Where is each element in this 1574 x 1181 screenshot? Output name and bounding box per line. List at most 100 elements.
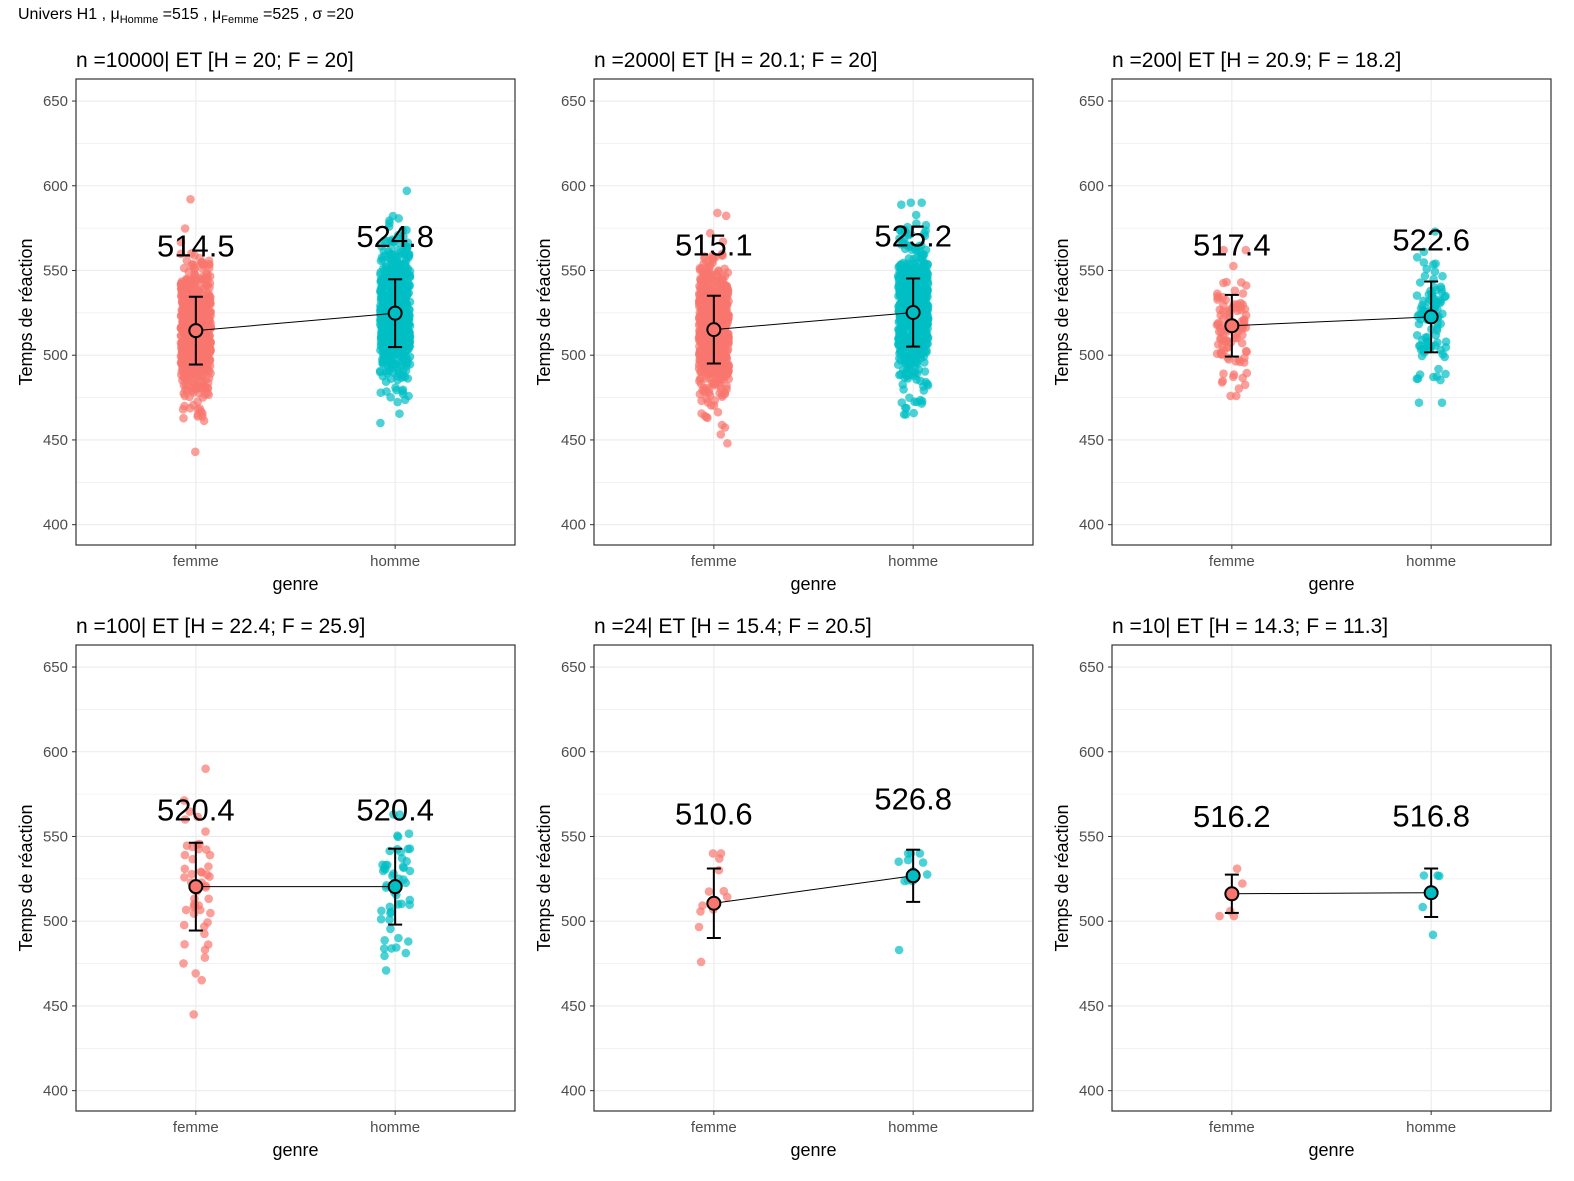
homme-point xyxy=(912,262,921,272)
homme-point xyxy=(386,236,396,246)
femme-point xyxy=(206,299,215,308)
femme-point xyxy=(189,1010,198,1019)
y-tick-label: 400 xyxy=(43,1083,68,1100)
y-axis-title: Temps de réaction xyxy=(16,238,36,385)
homme-point xyxy=(404,829,414,838)
femme-point xyxy=(190,380,199,389)
y-tick-label: 450 xyxy=(1079,998,1104,1015)
y-axis-title: Temps de réaction xyxy=(534,804,554,951)
femme-point xyxy=(180,372,190,382)
mean-point xyxy=(1423,309,1439,325)
femme-point xyxy=(184,267,194,277)
panel-title: n =10000| ET [H = 20; F = 20] xyxy=(76,49,354,72)
homme-point xyxy=(922,311,932,321)
x-axis-title: genre xyxy=(790,574,836,594)
femme-point xyxy=(708,849,718,858)
mu-symbol: μ xyxy=(110,6,120,23)
homme-point xyxy=(381,966,391,975)
femme-point xyxy=(197,257,207,267)
homme-point xyxy=(380,345,390,354)
homme-point xyxy=(896,260,905,270)
homme-point xyxy=(392,943,401,952)
femme-point xyxy=(180,323,190,333)
femme-point xyxy=(201,334,211,344)
x-axis-title: genre xyxy=(1308,1140,1354,1160)
femme-point xyxy=(176,237,186,247)
femme-point xyxy=(713,208,722,218)
homme-point xyxy=(398,288,407,297)
femme-point xyxy=(723,439,732,448)
mean-value-label: 520.4 xyxy=(356,792,434,827)
mu-homme-value: =515 , xyxy=(158,6,213,23)
homme-point xyxy=(914,283,924,293)
femme-point xyxy=(716,430,726,439)
homme-point xyxy=(378,866,388,876)
femme-point xyxy=(716,849,726,858)
homme-point xyxy=(382,353,392,363)
homme-point xyxy=(1436,319,1445,329)
femme-point xyxy=(204,263,214,273)
homme-point xyxy=(912,369,922,378)
homme-point xyxy=(391,383,400,392)
femme-point xyxy=(1218,376,1227,386)
x-tick-label: homme xyxy=(370,1119,420,1136)
homme-point xyxy=(389,810,398,819)
homme-point xyxy=(376,418,385,428)
x-axis-title: genre xyxy=(790,1140,836,1160)
homme-point xyxy=(1441,343,1451,352)
x-tick-label: homme xyxy=(1406,553,1456,570)
femme-point xyxy=(179,959,188,968)
homme-point xyxy=(894,857,903,866)
femme-point xyxy=(1214,327,1224,336)
x-tick-label: femme xyxy=(1209,1119,1255,1136)
y-tick-label: 600 xyxy=(1079,178,1104,195)
homme-point xyxy=(1422,264,1431,274)
y-tick-label: 450 xyxy=(561,998,586,1015)
homme-point xyxy=(401,344,411,354)
homme-point xyxy=(380,936,390,945)
x-tick-label: femme xyxy=(691,553,737,570)
femme-point xyxy=(176,249,186,259)
homme-point xyxy=(378,371,388,381)
homme-point xyxy=(1429,260,1438,269)
femme-point xyxy=(719,364,729,374)
y-tick-label: 600 xyxy=(561,178,586,195)
homme-point xyxy=(385,915,394,924)
homme-point xyxy=(903,222,912,232)
mean-value-label: 524.8 xyxy=(356,219,434,254)
x-axis-title: genre xyxy=(1308,574,1354,594)
mean-point xyxy=(188,879,204,895)
femme-point xyxy=(187,869,197,879)
femme-point xyxy=(707,378,717,388)
homme-point xyxy=(894,945,904,955)
y-tick-label: 500 xyxy=(1079,913,1104,930)
femme-point xyxy=(1231,303,1241,312)
femme-point xyxy=(713,407,723,417)
femme-point xyxy=(1219,369,1228,379)
homme-point xyxy=(915,273,925,282)
femme-point xyxy=(700,252,709,261)
mean-value-label: 514.5 xyxy=(157,229,235,264)
chart-panel: n =2000| ET [H = 20.1; F = 20] 515.1 525.2… xyxy=(534,49,1034,594)
femme-point xyxy=(1238,879,1247,888)
y-tick-label: 400 xyxy=(1079,517,1104,534)
homme-point xyxy=(376,256,386,266)
y-tick-label: 600 xyxy=(43,744,68,761)
femme-point xyxy=(1223,343,1232,352)
femme-point xyxy=(201,764,210,773)
homme-point xyxy=(401,298,411,308)
femme-point xyxy=(713,299,722,308)
homme-point xyxy=(1412,291,1422,300)
homme-point xyxy=(903,855,913,865)
femme-point xyxy=(181,385,190,394)
femme-point xyxy=(196,384,206,393)
femme-point xyxy=(177,298,187,307)
femme-point xyxy=(707,254,717,263)
y-tick-label: 400 xyxy=(561,1083,586,1100)
femme-point xyxy=(1215,305,1225,315)
homme-point xyxy=(918,250,928,260)
homme-point xyxy=(1430,267,1440,276)
homme-point xyxy=(1419,871,1429,880)
mu-homme-subscript: Homme xyxy=(119,14,159,27)
femme-point xyxy=(1237,316,1247,326)
